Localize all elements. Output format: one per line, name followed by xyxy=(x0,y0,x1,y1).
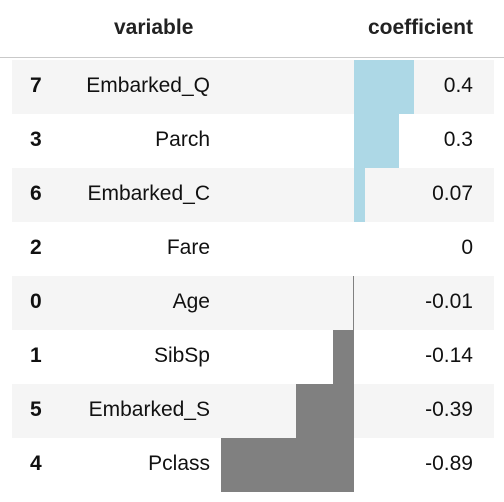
coefficient-bar xyxy=(333,330,354,384)
coefficient-bar xyxy=(354,168,365,222)
variable-cell: Embarked_S xyxy=(88,398,210,421)
table-row: 7 Embarked_Q 0.4 xyxy=(12,60,494,114)
coefficient-cell: -0.01 xyxy=(425,290,473,313)
row-index: 2 xyxy=(30,236,42,259)
row-index: 5 xyxy=(30,398,42,421)
coefficient-cell: -0.89 xyxy=(425,452,473,475)
variable-cell: Pclass xyxy=(148,452,210,475)
variable-cell: Embarked_Q xyxy=(86,74,210,97)
column-header-coefficient: coefficient xyxy=(367,16,473,39)
table-row: 1 SibSp -0.14 xyxy=(12,330,494,384)
coefficient-bar xyxy=(220,438,354,492)
variable-cell: Parch xyxy=(155,128,210,151)
variable-cell: SibSp xyxy=(153,344,210,367)
coefficient-cell: -0.14 xyxy=(425,344,473,367)
coefficient-cell: 0.3 xyxy=(443,128,473,151)
row-index: 1 xyxy=(30,344,42,367)
table-row: 4 Pclass -0.89 xyxy=(12,438,494,492)
table-header: variable coefficient xyxy=(0,0,504,58)
column-header-variable: variable xyxy=(114,16,194,39)
table-row: 3 Parch 0.3 xyxy=(12,114,494,168)
coefficient-cell: 0 xyxy=(461,236,473,259)
table-row: 2 Fare 0 xyxy=(12,222,494,276)
coefficient-cell: 0.4 xyxy=(443,74,473,97)
table-row: 5 Embarked_S -0.39 xyxy=(12,384,494,438)
table-row: 6 Embarked_C 0.07 xyxy=(12,168,494,222)
row-index: 0 xyxy=(30,290,42,313)
row-index: 4 xyxy=(30,452,42,475)
coefficient-bar xyxy=(354,60,414,114)
coefficient-bar xyxy=(354,114,399,168)
row-index: 6 xyxy=(30,182,42,205)
variable-cell: Fare xyxy=(166,236,210,259)
variable-cell: Age xyxy=(172,290,210,313)
coefficient-bar xyxy=(295,384,354,438)
table-row: 0 Age -0.01 xyxy=(12,276,494,330)
variable-cell: Embarked_C xyxy=(87,182,210,205)
coefficient-cell: 0.07 xyxy=(432,182,473,205)
row-index: 7 xyxy=(30,74,42,97)
row-index: 3 xyxy=(30,128,42,151)
coefficient-cell: -0.39 xyxy=(425,398,473,421)
coefficient-bar xyxy=(352,276,354,330)
